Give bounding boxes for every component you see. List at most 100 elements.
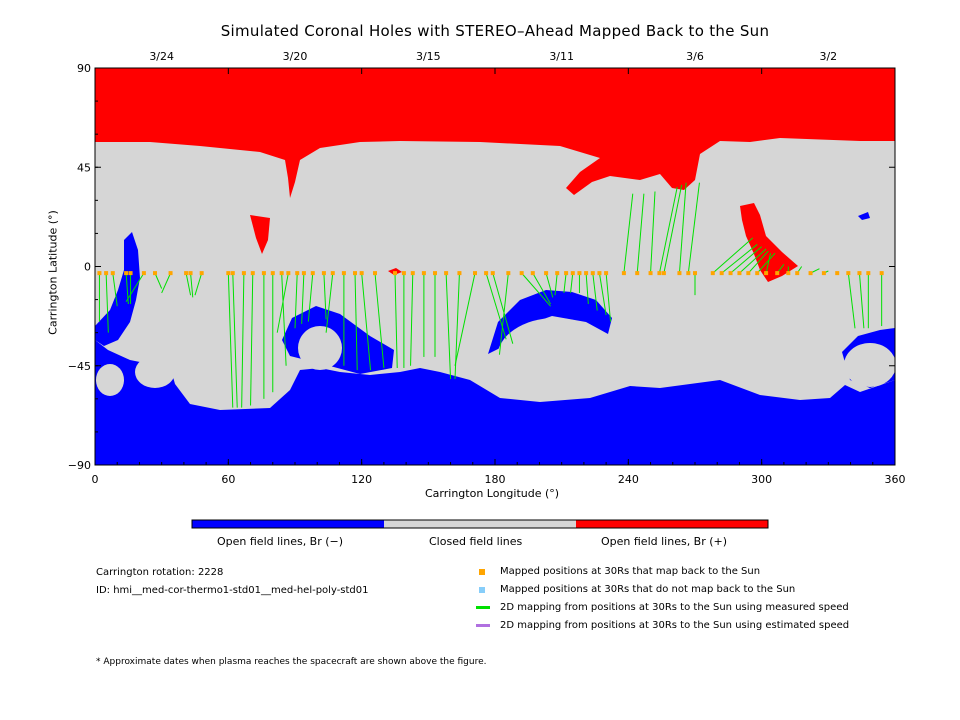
mapped-point (295, 271, 300, 276)
mapped-point (286, 271, 291, 276)
mapped-point (153, 271, 157, 276)
y-tick-label: −90 (68, 459, 91, 472)
mapped-point (584, 271, 589, 276)
mapping-line (858, 273, 865, 329)
y-tick-label: 90 (77, 62, 91, 75)
colorbar-label-negative: Open field lines, Br (−) (217, 535, 344, 548)
mapped-point (310, 271, 315, 276)
mapped-point (661, 271, 666, 276)
colorbar-segment (192, 520, 384, 528)
x-tick-label: 120 (351, 473, 372, 486)
mapping-line (570, 273, 574, 294)
mapped-point (835, 271, 840, 276)
closed-island (145, 280, 161, 296)
mapping-line (847, 273, 856, 329)
mapped-point (519, 271, 524, 276)
mapped-point (857, 271, 862, 276)
mapping-line (323, 273, 327, 320)
mapped-point (410, 271, 415, 276)
mapped-point (473, 271, 477, 276)
x-tick-label: 180 (485, 473, 506, 486)
mapped-point (604, 271, 609, 276)
y-axis-label: Carrington Latitude (°) (46, 210, 60, 335)
mapped-point (168, 271, 173, 276)
mapped-point (230, 271, 235, 276)
mapping-line (532, 272, 551, 305)
mapping-line (105, 273, 109, 333)
mapping-line (712, 237, 754, 274)
closed-island (96, 364, 124, 396)
mapping-line (161, 272, 172, 294)
mapping-line (721, 244, 758, 274)
mapped-point (199, 271, 204, 276)
x-tick-label: 240 (618, 473, 639, 486)
mapping-line (605, 273, 612, 322)
negative-hole-small (858, 212, 870, 220)
mapped-point (433, 271, 437, 276)
negative-hole-west (95, 232, 140, 346)
mapping-line (445, 273, 452, 380)
x-tick-label: 60 (221, 473, 235, 486)
mapping-line (756, 252, 776, 274)
mapped-point (821, 271, 826, 276)
mapping-line (281, 273, 287, 366)
mapping-line (410, 273, 414, 366)
mapped-point (184, 271, 189, 276)
mapped-point (677, 271, 682, 276)
legend-label-measured: 2D mapping from positions at 30Rs to the… (500, 602, 849, 613)
mapped-point (321, 271, 326, 276)
mapping-line (354, 273, 358, 371)
legend-line-measured (476, 606, 490, 609)
mapped-point (279, 271, 284, 276)
mapping-line (687, 182, 700, 274)
colorbar-label-positive: Open field lines, Br (+) (601, 535, 728, 548)
mapping-line (241, 273, 245, 408)
mapped-point (635, 271, 640, 276)
colorbar-frame (191, 519, 769, 529)
mapped-point (866, 271, 871, 276)
mapping-line (636, 193, 645, 274)
date-tick-label: 3/6 (686, 50, 704, 63)
mapped-point (330, 271, 335, 276)
closed-island (135, 356, 175, 388)
mapped-point (141, 271, 146, 276)
mapped-point (737, 271, 742, 276)
mapped-point (128, 271, 133, 276)
closed-island (497, 318, 613, 398)
mapped-point (353, 271, 357, 276)
positive-polar-cap (95, 68, 895, 198)
mapped-point (590, 271, 595, 276)
positive-hole-small (250, 215, 270, 254)
mapped-point (621, 271, 626, 276)
date-tick-label: 3/20 (283, 50, 308, 63)
model-id: ID: hmi__med-cor-thermo1-std01__med-hel-… (96, 585, 369, 596)
negative-hole-center (488, 290, 612, 354)
positive-hole-east (740, 203, 798, 282)
mapped-point (373, 271, 377, 276)
mapping-line (554, 273, 558, 296)
mapping-line (227, 273, 234, 408)
date-tick-label: 3/24 (149, 50, 174, 63)
date-tick-label: 3/2 (819, 50, 837, 63)
mapped-point (110, 271, 115, 276)
mapping-line (498, 273, 509, 355)
mapping-line (765, 253, 772, 274)
mapped-point (693, 271, 697, 276)
mapped-point (764, 271, 769, 276)
closed-island (844, 343, 895, 387)
mapping-line (394, 273, 398, 368)
mapping-line (325, 273, 334, 333)
mapping-line (663, 184, 683, 274)
footnote: * Approximate dates when plasma reaches … (96, 657, 487, 667)
mapped-point (341, 271, 346, 276)
negative-polar-cap (95, 340, 895, 465)
mapped-point (97, 271, 102, 276)
mapping-line (154, 272, 163, 289)
legend-label-mapped: Mapped positions at 30Rs that map back t… (500, 566, 761, 577)
date-tick-label: 3/11 (549, 50, 574, 63)
mapping-line (585, 273, 589, 305)
mapping-line (598, 273, 607, 316)
mapping-line (301, 273, 305, 324)
mapping-line (623, 193, 634, 274)
